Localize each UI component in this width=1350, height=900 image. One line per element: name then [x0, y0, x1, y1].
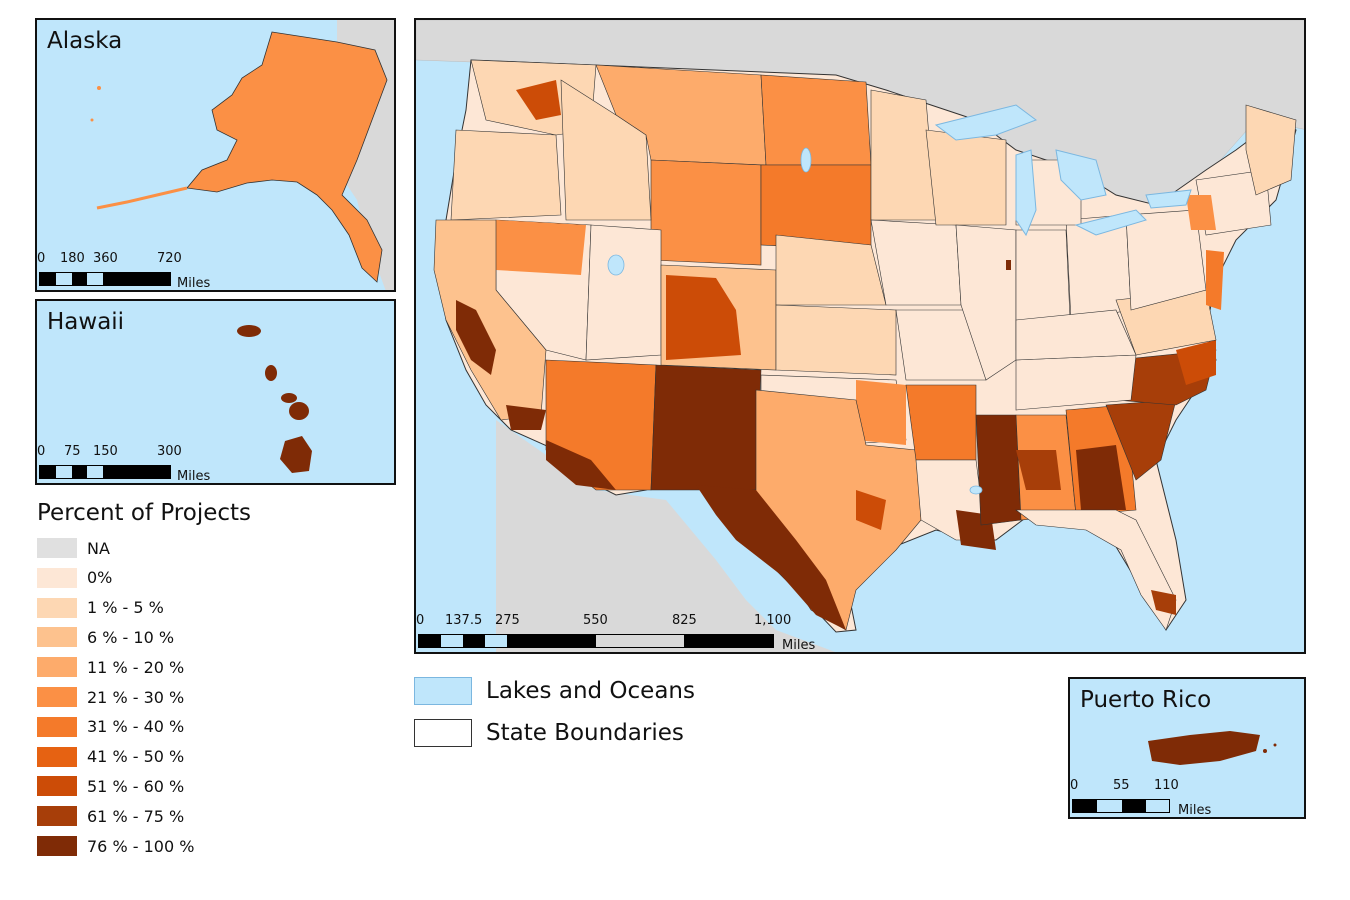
- legend-label: 51 % - 60 %: [87, 776, 185, 796]
- main-scale-tick-1: 137.5: [445, 613, 483, 628]
- legend-label: 11 % - 20 %: [87, 657, 185, 677]
- main-scale-bar: [418, 634, 774, 648]
- legend-item: 6 % - 10 %: [37, 626, 174, 648]
- boundary-swatch: [414, 719, 472, 747]
- legend-label: 21 % - 30 %: [87, 687, 185, 707]
- main-scale-tick-3: 550: [583, 613, 608, 628]
- hawaii-scale-bar: [39, 465, 171, 479]
- legend-item: 61 % - 75 %: [37, 805, 184, 827]
- alaska-title: Alaska: [47, 28, 123, 54]
- pr-scale-unit: Miles: [1178, 803, 1212, 818]
- legend-swatch: [37, 597, 77, 618]
- legend-item: 51 % - 60 %: [37, 775, 184, 797]
- ref-lakes-oceans-label: Lakes and Oceans: [486, 678, 695, 704]
- lake-superior: [934, 104, 1038, 141]
- legend-label: 76 % - 100 %: [87, 836, 195, 856]
- legend-item: 0%: [37, 567, 112, 589]
- legend-label: 6 % - 10 %: [87, 627, 175, 647]
- legend-item: 1 % - 5 %: [37, 597, 164, 619]
- legend-swatch: [37, 687, 77, 707]
- ref-state-boundaries: State Boundaries: [414, 719, 684, 747]
- pr-scale-bar: [1072, 799, 1170, 813]
- legend-swatch: [37, 776, 77, 797]
- legend-swatch: [37, 657, 77, 678]
- legend-item: 41 % - 50 %: [37, 746, 184, 768]
- alaska-scale-tick-2: 360: [93, 251, 118, 266]
- legend-item: 11 % - 20 %: [37, 656, 184, 678]
- region-wa-hotspot: [516, 80, 561, 120]
- region-new-mexico: [650, 364, 762, 491]
- hawaii-scale-tick-1: 75: [64, 444, 81, 459]
- puerto-rico-island: [1148, 731, 1260, 765]
- legend-label: 1 % - 5 %: [87, 598, 164, 618]
- legend-label: NA: [87, 538, 110, 558]
- legend-item: 31 % - 40 %: [37, 716, 184, 738]
- ref-lakes-oceans: Lakes and Oceans: [414, 677, 695, 705]
- hawaii-title: Hawaii: [47, 309, 125, 335]
- legend-label: 0%: [87, 568, 113, 588]
- lake-ontario: [1145, 189, 1192, 209]
- puerto-rico-map: [1148, 731, 1277, 765]
- hawaii-map: [237, 325, 312, 473]
- hawaii-scale-tick-0: 0: [37, 444, 46, 459]
- legend-title: Percent of Projects: [37, 500, 252, 526]
- pr-scale-tick-1: 55: [1113, 778, 1130, 793]
- hawaii-island-kauai: [237, 325, 261, 337]
- alaska-region: [186, 31, 388, 283]
- water-swatch: [414, 677, 472, 705]
- alaska-scale-tick-3: 720: [157, 251, 182, 266]
- legend-label: 41 % - 50 %: [87, 747, 185, 767]
- main-scale-tick-4: 825: [672, 613, 697, 628]
- legend-label: 61 % - 75 %: [87, 806, 185, 826]
- main-scale-unit: Miles: [782, 638, 816, 653]
- legend-swatch: [37, 746, 77, 767]
- legend-swatch: [37, 806, 77, 827]
- puerto-rico-inset: Puerto Rico 0 55 110 Miles: [1068, 677, 1306, 819]
- hawaii-island-big: [280, 436, 312, 473]
- legend-swatch: [37, 836, 77, 856]
- hawaii-scale-tick-3: 300: [157, 444, 182, 459]
- main-map: 0 137.5 275 550 825 1,100 Miles: [414, 18, 1306, 654]
- main-scale-tick-2: 275: [495, 613, 520, 628]
- pr-scale-tick-2: 110: [1154, 778, 1179, 793]
- region-ca-valley: [456, 300, 496, 375]
- alaska-scale-tick-0: 0: [37, 251, 46, 266]
- lake-huron: [1055, 149, 1107, 201]
- region-north-dakota: [760, 74, 872, 166]
- legend-swatch: [37, 716, 77, 737]
- hawaii-inset: Hawaii 0 75 150 300 Miles: [35, 299, 396, 485]
- pr-scale-tick-0: 0: [1070, 778, 1079, 793]
- legend-swatch: [37, 538, 77, 558]
- alaska-scale-bar: [39, 272, 171, 286]
- legend-label: 31 % - 40 %: [87, 717, 185, 737]
- alaska-inset: Alaska 0 180 360 720 Miles: [35, 18, 396, 292]
- legend-item: NA: [37, 537, 110, 559]
- legend-swatch: [37, 567, 77, 588]
- main-scale-tick-0: 0: [416, 613, 425, 628]
- legend-swatch: [37, 627, 77, 648]
- region-wyoming: [650, 159, 762, 266]
- conus-map: [416, 20, 1304, 652]
- hawaii-scale-tick-2: 150: [93, 444, 118, 459]
- legend-item: 21 % - 30 %: [37, 686, 184, 708]
- lake-erie: [1074, 209, 1147, 236]
- lake-michigan: [1015, 149, 1037, 237]
- ref-state-boundaries-label: State Boundaries: [486, 720, 684, 746]
- alaska-map: [90, 20, 394, 290]
- hawaii-scale-unit: Miles: [177, 469, 211, 484]
- main-scale-tick-5: 1,100: [754, 613, 792, 628]
- alaska-scale-tick-1: 180: [60, 251, 85, 266]
- alaska-scale-unit: Miles: [177, 276, 211, 291]
- legend-item: 76 % - 100 %: [37, 835, 194, 857]
- puerto-rico-title: Puerto Rico: [1080, 687, 1212, 713]
